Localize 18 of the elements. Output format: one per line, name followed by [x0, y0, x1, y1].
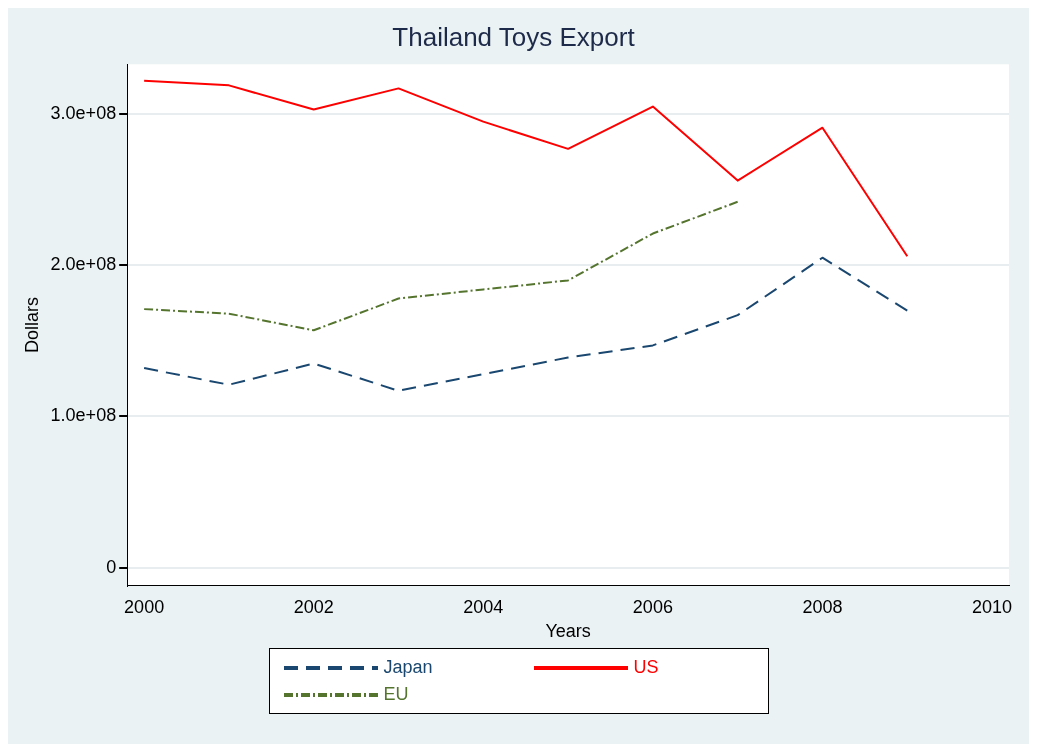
y-tick-label: 3.0e+08 [50, 103, 117, 124]
text: EU [383, 684, 410, 705]
y-tick-label: 1.0e+08 [50, 405, 117, 426]
text: Japan [383, 657, 434, 678]
x-tick-label: 2010 [972, 596, 1013, 617]
line-series [143, 200, 739, 332]
line-series [143, 256, 909, 392]
y-tick-label: 0 [106, 556, 117, 577]
x-tick-label: 2004 [463, 596, 504, 617]
x-tick-label: 2006 [632, 596, 673, 617]
x-axis-title: Years [545, 621, 591, 642]
x-tick-label: 2002 [293, 596, 334, 617]
chart-title: Thailand Toys Export [392, 21, 636, 52]
x-tick-label: 2008 [802, 596, 843, 617]
y-tick-label: 2.0e+08 [50, 254, 117, 275]
y-axis-title: Dollars [21, 296, 42, 354]
x-tick-label: 2000 [124, 596, 165, 617]
text: US [633, 657, 660, 678]
